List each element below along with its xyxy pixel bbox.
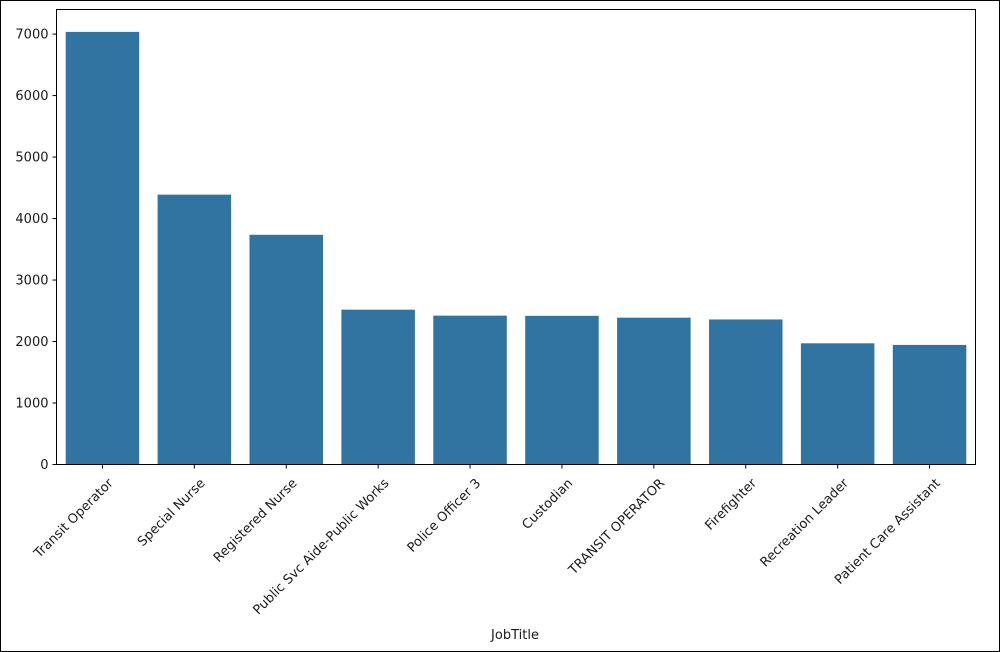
bars-group xyxy=(65,31,967,465)
x-tick-label: Custodian xyxy=(519,476,576,533)
bar-7 xyxy=(708,319,783,465)
y-tick-label: 6000 xyxy=(15,89,48,104)
x-axis-label: JobTitle xyxy=(490,628,539,643)
bar-9 xyxy=(892,344,967,465)
y-tick-label: 5000 xyxy=(15,151,48,166)
y-tick-label: 2000 xyxy=(15,335,48,350)
plot-area-border xyxy=(56,9,976,465)
x-axis: Transit Operator Special Nurse Registered … xyxy=(31,464,944,618)
x-tick-label: Registered Nurse xyxy=(211,476,301,566)
y-tick-label: 1000 xyxy=(15,397,48,412)
bar-5 xyxy=(525,315,599,465)
bar-3 xyxy=(341,309,415,465)
y-axis: 0 1000 2000 3000 4000 5000 6000 7000 xyxy=(15,28,57,473)
x-tick-label: Special Nurse xyxy=(135,476,209,550)
x-tick-label: Patient Care Assistant xyxy=(832,476,944,588)
x-tick-label: Firefighter xyxy=(702,476,760,534)
x-tick-label: Transit Operator xyxy=(31,476,117,562)
x-tick-label: Recreation Leader xyxy=(758,476,853,571)
x-tick-label: TRANSIT OPERATOR xyxy=(565,476,668,579)
y-tick-label: 0 xyxy=(40,458,48,473)
bar-0 xyxy=(65,31,140,465)
y-tick-label: 7000 xyxy=(15,28,48,43)
bar-1 xyxy=(157,194,232,465)
bar-2 xyxy=(249,234,324,465)
bar-8 xyxy=(800,343,875,465)
y-tick-label: 3000 xyxy=(15,274,48,289)
y-tick-label: 4000 xyxy=(15,212,48,227)
bar-6 xyxy=(617,317,691,465)
bar-4 xyxy=(433,315,507,465)
x-tick-label: Police Officer 3 xyxy=(405,476,485,556)
